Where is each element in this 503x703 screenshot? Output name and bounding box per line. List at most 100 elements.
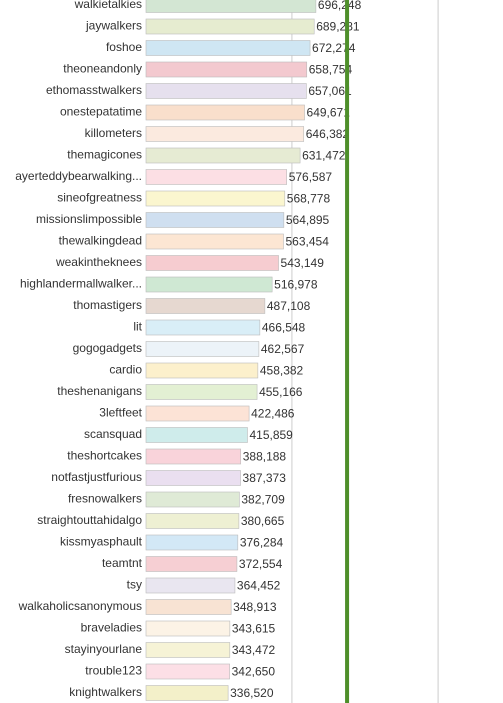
bar [145, 642, 231, 658]
category-label: missionslimpossible [36, 212, 142, 226]
bar [145, 685, 229, 701]
bar [145, 319, 261, 336]
category-label: walkaholicsanonymous [18, 599, 142, 613]
value-label: 380,665 [241, 514, 285, 528]
value-label: 516,978 [274, 278, 318, 292]
bar [145, 61, 308, 78]
category-label: sineofgreatness [57, 191, 142, 205]
value-label: 455,166 [259, 385, 303, 399]
category-label: jaywalkers [85, 19, 142, 33]
bar [145, 405, 250, 422]
value-label: 342,650 [232, 665, 276, 679]
category-label: themagicones [67, 148, 142, 162]
value-label: 631,472 [302, 149, 346, 163]
category-label: 3leftfeet [99, 406, 142, 420]
value-label: 689,281 [316, 20, 360, 34]
bar [145, 384, 258, 400]
category-label: theoneandonly [63, 62, 142, 76]
bar [145, 83, 307, 99]
category-label: braveladies [81, 621, 142, 635]
bar [145, 513, 240, 529]
bar [145, 663, 230, 680]
value-label: 568,778 [287, 192, 331, 206]
value-label: 343,472 [232, 643, 276, 657]
bar [145, 212, 285, 228]
bar [145, 190, 286, 207]
category-label: fresnowalkers [68, 492, 142, 506]
category-label: killometers [85, 126, 142, 140]
category-label: ethomasstwalkers [46, 83, 142, 97]
value-label: 376,284 [240, 536, 284, 550]
value-label: 657,061 [308, 84, 352, 98]
bar [145, 147, 301, 164]
category-label: thomastigers [73, 298, 142, 312]
value-label: 364,452 [237, 579, 281, 593]
category-label: cardio [109, 363, 142, 377]
category-label: trouble123 [85, 664, 142, 678]
value-label: 487,108 [267, 299, 311, 313]
bar [145, 104, 305, 121]
value-label: 563,454 [285, 235, 329, 249]
category-label: walkietalkies [74, 0, 142, 11]
bar [145, 18, 315, 35]
category-label: tsy [127, 578, 142, 592]
value-label: 658,754 [309, 63, 353, 77]
value-label: 696,248 [318, 0, 362, 12]
value-label: 576,587 [289, 170, 333, 184]
value-label: 372,554 [239, 557, 283, 571]
category-label: ayerteddybearwalking... [15, 169, 142, 183]
value-label: 348,913 [233, 600, 277, 614]
category-label: stayinyourlane [65, 642, 143, 656]
bar [145, 534, 239, 551]
bar [145, 577, 236, 594]
bar [145, 556, 238, 572]
bar [145, 427, 248, 443]
category-label: straightouttahidalgo [37, 513, 142, 527]
bar [145, 599, 232, 615]
category-label: weakintheknees [55, 255, 142, 269]
bar [145, 255, 279, 271]
value-label: 387,373 [243, 471, 287, 485]
bar [145, 233, 284, 250]
value-label: 466,548 [262, 321, 306, 335]
category-label: lit [133, 320, 142, 334]
value-label: 422,486 [251, 407, 295, 421]
bar [145, 448, 242, 465]
value-label: 543,149 [281, 256, 325, 270]
category-label: theshortcakes [67, 449, 142, 463]
value-label: 672,274 [312, 41, 356, 55]
bar [145, 620, 231, 637]
bar [145, 362, 259, 379]
category-label: kissmyasphault [60, 535, 143, 549]
value-label: 388,188 [243, 450, 287, 464]
category-label: onestepatatime [60, 105, 142, 119]
bar [145, 276, 273, 293]
value-label: 415,859 [249, 428, 293, 442]
value-label: 343,615 [232, 622, 276, 636]
category-label: notfastjustfurious [51, 470, 142, 484]
bar [145, 341, 260, 357]
bar [145, 491, 240, 508]
category-label: highlandermallwalker... [20, 277, 142, 291]
bar [145, 169, 287, 185]
category-label: scansquad [84, 427, 142, 441]
value-label: 646,382 [306, 127, 350, 141]
value-label: 336,520 [230, 686, 274, 700]
category-label: foshoe [106, 40, 142, 54]
category-label: thewalkingdead [59, 234, 142, 248]
bar [145, 0, 317, 13]
bar [145, 126, 305, 142]
category-label: gogogadgets [73, 341, 142, 355]
bar [145, 40, 311, 56]
category-label: teamtnt [102, 556, 143, 570]
bar [145, 470, 241, 486]
value-label: 649,671 [307, 106, 351, 120]
bar [145, 298, 266, 314]
value-label: 462,567 [261, 342, 305, 356]
value-label: 564,895 [286, 213, 330, 227]
value-label: 382,709 [241, 493, 285, 507]
category-label: theshenanigans [57, 384, 142, 398]
value-label: 458,382 [260, 364, 304, 378]
